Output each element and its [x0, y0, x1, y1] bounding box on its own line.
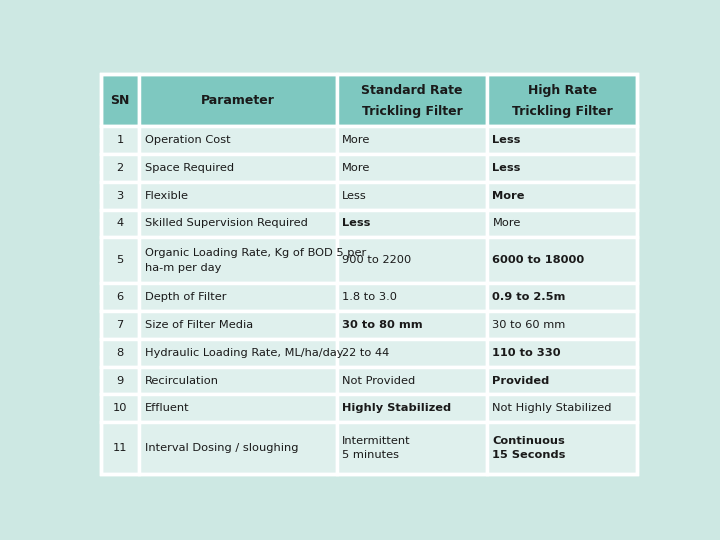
Bar: [487, 237, 637, 284]
Text: Skilled Supervision Required: Skilled Supervision Required: [145, 218, 307, 228]
Text: Continuous
15 Seconds: Continuous 15 Seconds: [492, 436, 566, 461]
Text: More: More: [492, 191, 525, 201]
Bar: [337, 237, 487, 284]
Bar: [140, 210, 337, 237]
Bar: [337, 422, 487, 475]
Text: Space Required: Space Required: [145, 163, 234, 173]
Bar: [487, 74, 637, 126]
Bar: [487, 126, 637, 154]
Bar: [101, 210, 140, 237]
Text: Flexible: Flexible: [145, 191, 189, 201]
Bar: [487, 182, 637, 210]
Text: Highly Stabilized: Highly Stabilized: [342, 403, 451, 413]
Text: 900 to 2200: 900 to 2200: [342, 255, 412, 265]
Bar: [487, 154, 637, 182]
Bar: [140, 182, 337, 210]
Text: 22 to 44: 22 to 44: [342, 348, 390, 358]
Bar: [337, 367, 487, 394]
Text: Less: Less: [342, 191, 367, 201]
Bar: [140, 126, 337, 154]
Bar: [337, 154, 487, 182]
Text: 3: 3: [117, 191, 124, 201]
Bar: [101, 154, 140, 182]
Bar: [337, 394, 487, 422]
Text: More: More: [342, 135, 371, 145]
Bar: [487, 367, 637, 394]
Bar: [487, 210, 637, 237]
Bar: [487, 284, 637, 311]
Text: Not Highly Stabilized: Not Highly Stabilized: [492, 403, 612, 413]
Bar: [101, 367, 140, 394]
Text: 11: 11: [113, 443, 127, 453]
Bar: [101, 182, 140, 210]
Text: Trickling Filter: Trickling Filter: [512, 105, 613, 118]
Text: High Rate: High Rate: [528, 84, 597, 97]
Text: 4: 4: [117, 218, 124, 228]
Bar: [487, 339, 637, 367]
Bar: [101, 237, 140, 284]
Bar: [140, 394, 337, 422]
Bar: [487, 422, 637, 475]
Text: SN: SN: [110, 94, 130, 107]
Text: 7: 7: [117, 320, 124, 330]
Bar: [101, 339, 140, 367]
Bar: [337, 74, 487, 126]
Text: More: More: [342, 163, 371, 173]
Text: Hydraulic Loading Rate, ML/ha/day: Hydraulic Loading Rate, ML/ha/day: [145, 348, 343, 358]
Bar: [337, 126, 487, 154]
Text: Organic Loading Rate, Kg of BOD 5 per
ha-m per day: Organic Loading Rate, Kg of BOD 5 per ha…: [145, 248, 366, 273]
Bar: [140, 284, 337, 311]
Text: Less: Less: [342, 218, 371, 228]
Text: 5: 5: [117, 255, 124, 265]
Bar: [101, 422, 140, 475]
Bar: [140, 74, 337, 126]
Bar: [140, 422, 337, 475]
Text: Operation Cost: Operation Cost: [145, 135, 230, 145]
Bar: [101, 311, 140, 339]
Text: Intermittent
5 minutes: Intermittent 5 minutes: [342, 436, 411, 461]
Text: 10: 10: [113, 403, 127, 413]
Text: Interval Dosing / sloughing: Interval Dosing / sloughing: [145, 443, 298, 453]
Text: 1.8 to 3.0: 1.8 to 3.0: [342, 292, 397, 302]
Text: Size of Filter Media: Size of Filter Media: [145, 320, 253, 330]
Bar: [101, 284, 140, 311]
Text: Trickling Filter: Trickling Filter: [361, 105, 462, 118]
Text: Provided: Provided: [492, 375, 549, 386]
Bar: [140, 339, 337, 367]
Text: Standard Rate: Standard Rate: [361, 84, 463, 97]
Text: Depth of Filter: Depth of Filter: [145, 292, 226, 302]
Text: 6: 6: [117, 292, 124, 302]
Text: Parameter: Parameter: [201, 94, 275, 107]
Text: 1: 1: [117, 135, 124, 145]
Text: 8: 8: [117, 348, 124, 358]
Bar: [337, 182, 487, 210]
Bar: [101, 126, 140, 154]
Bar: [101, 74, 140, 126]
Bar: [140, 311, 337, 339]
Text: 0.9 to 2.5m: 0.9 to 2.5m: [492, 292, 566, 302]
Bar: [337, 311, 487, 339]
Bar: [337, 210, 487, 237]
Bar: [101, 394, 140, 422]
Text: 30 to 60 mm: 30 to 60 mm: [492, 320, 566, 330]
Text: Recirculation: Recirculation: [145, 375, 219, 386]
Text: 9: 9: [117, 375, 124, 386]
Text: 30 to 80 mm: 30 to 80 mm: [342, 320, 423, 330]
Text: More: More: [492, 218, 521, 228]
Text: Less: Less: [492, 135, 521, 145]
Bar: [487, 394, 637, 422]
Bar: [337, 339, 487, 367]
Text: 110 to 330: 110 to 330: [492, 348, 561, 358]
Text: Not Provided: Not Provided: [342, 375, 415, 386]
Text: 6000 to 18000: 6000 to 18000: [492, 255, 585, 265]
Bar: [140, 237, 337, 284]
Text: Effluent: Effluent: [145, 403, 189, 413]
Text: Less: Less: [492, 163, 521, 173]
Bar: [140, 367, 337, 394]
Bar: [140, 154, 337, 182]
Text: 2: 2: [117, 163, 124, 173]
Bar: [337, 284, 487, 311]
Bar: [487, 311, 637, 339]
